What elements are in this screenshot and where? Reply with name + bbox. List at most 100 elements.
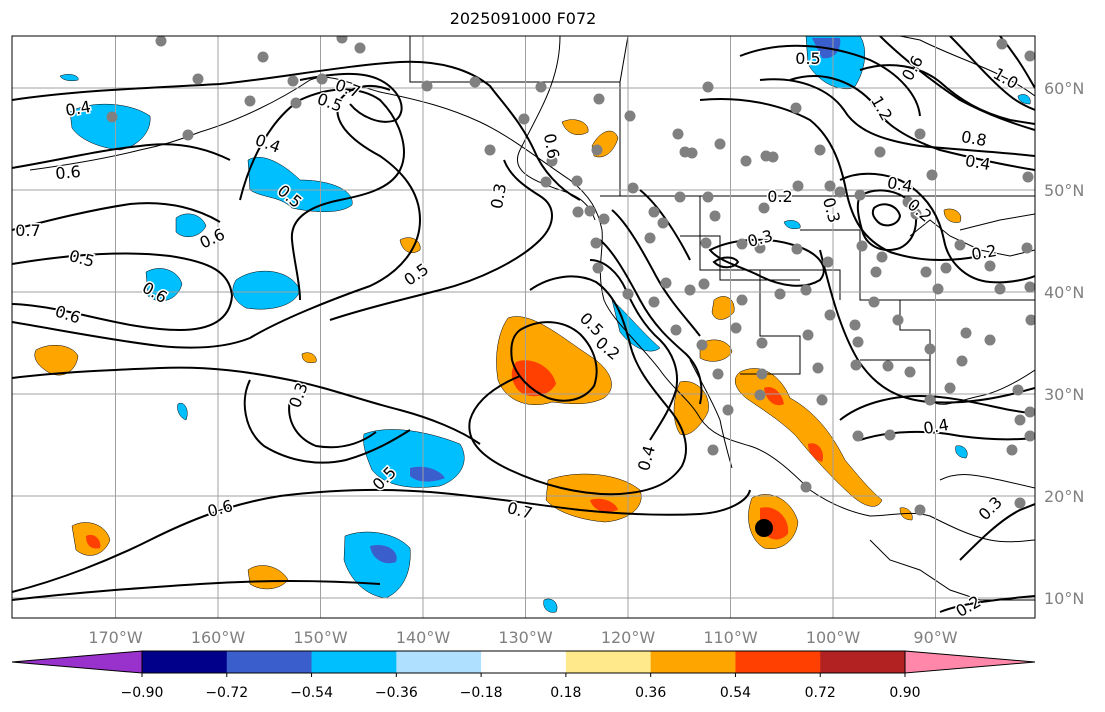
colorbar-tick-label: 0.54 [720,685,751,701]
station-marker [1022,171,1034,183]
station-marker [593,93,605,105]
longitude-label: 100°W [806,628,861,647]
colorbar-tick-labels: −0.90 −0.72 −0.54 −0.36 −0.18 0.18 0.36 0.54 0.7… [121,673,921,701]
station-marker [914,128,926,140]
station-marker [709,210,721,222]
station-marker [736,238,748,250]
station-marker [756,368,768,380]
station-marker [700,237,712,249]
station-marker [290,97,302,109]
latitude-label: 10°N [1044,589,1084,608]
station-marker [192,73,204,85]
station-marker [892,314,904,326]
station-marker [800,284,812,296]
station-marker [791,243,803,255]
station-marker [257,51,269,63]
station-marker [698,278,710,290]
station-marker [546,155,558,167]
station-marker [421,80,433,92]
contour-label: 0.3 [485,180,511,211]
station-marker [850,359,862,371]
colorbar-tick-label: −0.54 [290,685,333,701]
colorbar-extend-high [904,650,1036,674]
station-marker [1012,384,1024,396]
station-marker [756,337,768,349]
station-marker [868,296,880,308]
contour-label: 0.6 [53,160,83,184]
station-marker [914,504,926,516]
colorbar-tick-label: 0.72 [805,685,836,701]
longitude-label: 110°W [703,628,758,647]
colorbar-tick-label: 0.90 [889,685,920,701]
longitude-label: 90°W [913,628,957,647]
station-marker [956,355,968,367]
map-title: 2025091000 F072 [449,9,597,28]
station-marker [535,81,547,93]
colorbar-swatch [565,651,652,673]
colorbar-tick-label: −0.18 [460,685,503,701]
colorbar-swatch [142,651,228,673]
station-marker [660,277,672,289]
contour-label: 0.5 [794,48,822,70]
station-marker [622,288,634,300]
colorbar-tick-label: −0.36 [375,685,418,701]
station-marker [591,144,603,156]
station-marker [944,382,956,394]
longitude-label: 120°W [601,628,656,647]
map-frame [11,35,1036,619]
longitude-label: 170°W [88,628,143,647]
station-marker [644,232,656,244]
station-marker [854,189,866,201]
station-marker [852,430,864,442]
longitude-label: 140°W [396,628,451,647]
station-marker [740,155,752,167]
contour-lines [12,36,1035,613]
station-marker [657,217,669,229]
station-marker [287,75,299,87]
station-marker [702,191,714,203]
station-marker [856,240,868,252]
colorbar-tick-label: −0.90 [121,685,164,701]
latitude-label: 40°N [1044,283,1084,302]
contour-label: 0.4 [884,171,915,197]
station-marker [876,251,888,263]
contour-label: 0.7 [14,220,42,242]
station-marker [874,146,886,158]
station-marker [792,180,804,192]
station-marker [1014,414,1026,426]
station-marker [696,339,708,351]
station-marker [767,151,779,163]
colorbar-swatch [735,651,821,673]
station-marker [834,186,846,198]
longitude-label: 160°W [191,628,246,647]
station-marker [824,309,836,321]
station-marker [884,429,896,441]
svg-text:0.8: 0.8 [960,127,988,150]
station-marker [758,202,770,214]
station-marker [244,95,256,107]
svg-text:0.5: 0.5 [795,49,820,68]
colorbar-swatches [11,650,1036,674]
station-marker [1014,497,1026,509]
station-marker [924,394,936,406]
station-marker [702,81,714,93]
station-marker [910,208,922,220]
station-marker [571,175,583,187]
station-marker [684,284,696,296]
station-marker [714,138,726,150]
station-marker [852,336,864,348]
contour-label: 0.2 [766,186,794,208]
svg-text:0.4: 0.4 [886,173,914,196]
longitude-label: 130°W [498,628,553,647]
station-marker [814,144,826,156]
station-marker [672,128,684,140]
colorbar-swatch [481,651,567,673]
station-marker [1006,444,1018,456]
station-marker [1024,406,1035,418]
colorbar-tick-label: 0.18 [550,685,581,701]
latitude-label: 30°N [1044,385,1084,404]
station-marker [994,283,1006,295]
colorbar-swatch [820,651,906,673]
